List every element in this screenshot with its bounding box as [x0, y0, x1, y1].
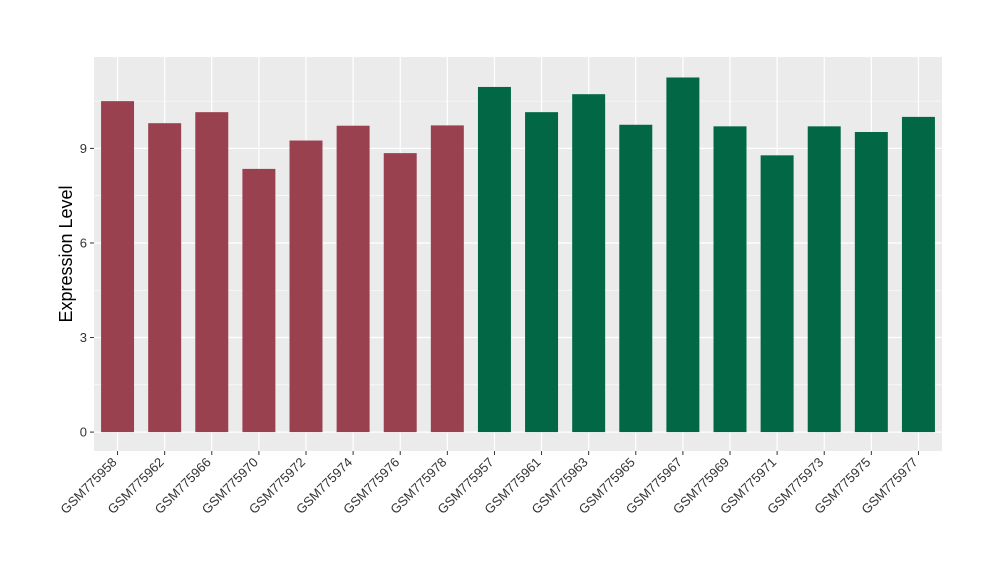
y-axis: 0 3 6 9	[80, 141, 94, 440]
bar-GSM775969	[713, 126, 747, 433]
bar-GSM775962	[148, 123, 182, 433]
bar-GSM775976	[383, 153, 417, 433]
y-tick-label: 9	[80, 141, 87, 156]
bar-GSM775973	[807, 126, 841, 433]
bar-GSM775975	[854, 132, 888, 433]
bar-GSM775970	[242, 168, 276, 433]
bar-GSM775958	[101, 101, 135, 433]
y-axis-title: Expression Level	[56, 185, 76, 322]
bars	[101, 77, 935, 433]
minor-gridlines	[94, 100, 942, 386]
y-tick-label: 6	[80, 235, 87, 250]
x-axis: GSM775958GSM775962GSM775966GSM775970GSM7…	[57, 451, 921, 517]
bar-GSM775971	[760, 155, 794, 433]
y-tick-label: 0	[80, 425, 87, 440]
plot-panel	[94, 57, 942, 451]
bar-GSM775967	[666, 77, 700, 433]
bar-GSM775978	[430, 125, 464, 433]
bar-GSM775972	[289, 140, 323, 433]
y-tick-label: 3	[80, 330, 87, 345]
bar-GSM775966	[195, 112, 229, 433]
bar-GSM775965	[619, 124, 653, 433]
bar-GSM775974	[336, 125, 370, 433]
bar-GSM775977	[901, 116, 935, 433]
bar-GSM775961	[525, 112, 559, 433]
bar-GSM775957	[477, 86, 511, 433]
bar-GSM775963	[572, 94, 606, 433]
